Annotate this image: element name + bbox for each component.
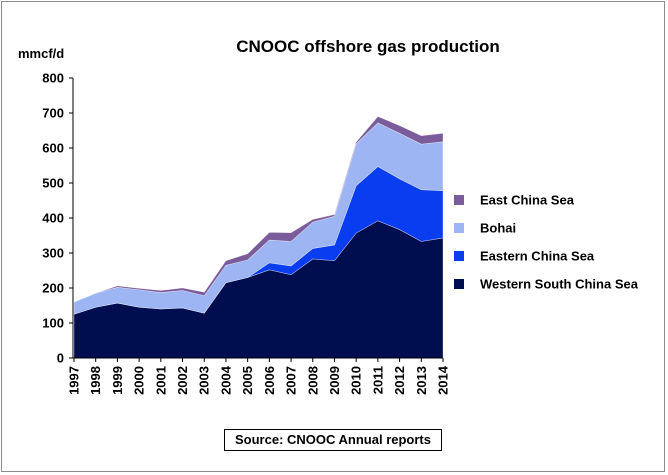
- x-tick-label: 2002: [175, 366, 190, 395]
- x-tick-label: 2005: [240, 366, 255, 395]
- legend-swatch: [454, 251, 464, 261]
- x-tick-label: 2014: [436, 365, 451, 395]
- x-tick-label: 2008: [305, 366, 320, 395]
- x-tick-label: 2009: [327, 366, 342, 395]
- y-tick-label: 400: [42, 211, 64, 226]
- y-tick-label: 0: [57, 351, 64, 366]
- y-tick-label: 200: [42, 281, 64, 296]
- x-tick-label: 2012: [392, 366, 407, 395]
- y-tick-label: 100: [42, 316, 64, 331]
- legend-label: Bohai: [480, 221, 516, 236]
- x-tick-label: 1999: [110, 366, 125, 395]
- y-tick-label: 600: [42, 141, 64, 156]
- legend-swatch: [454, 279, 464, 289]
- legend-swatch: [454, 195, 464, 205]
- y-tick-label: 700: [42, 106, 64, 121]
- x-tick-label: 2000: [132, 366, 147, 395]
- legend-swatch: [454, 223, 464, 233]
- x-tick-label: 2006: [262, 366, 277, 395]
- y-axis-unit-label: mmcf/d: [18, 46, 64, 61]
- area-series-group: [73, 116, 444, 359]
- source-note: Source: CNOOC Annual reports: [224, 429, 442, 451]
- legend: East China Sea Bohai Eastern China Sea West…: [454, 193, 639, 292]
- area-east-china-sea: [73, 116, 444, 303]
- legend-label: Western South China Sea: [480, 277, 639, 292]
- x-tick-label: 2003: [197, 366, 212, 395]
- legend-label: Eastern China Sea: [480, 249, 595, 264]
- x-tick-label: 2010: [349, 366, 364, 395]
- x-tick-label: 2013: [414, 366, 429, 395]
- y-tick-label: 500: [42, 176, 64, 191]
- legend-label: East China Sea: [480, 193, 575, 208]
- axes-group: 0 100 200 300 400 500 600 700 800 1997 1998 1999 200…: [42, 71, 450, 395]
- chart-title: CNOOC offshore gas production: [236, 37, 500, 56]
- y-tick-label: 300: [42, 246, 64, 261]
- x-tick-label: 2001: [153, 366, 168, 395]
- x-tick-label: 1998: [88, 366, 103, 395]
- x-tick-label: 1997: [67, 366, 82, 395]
- x-tick-label: 2007: [284, 366, 299, 395]
- y-tick-label: 800: [42, 71, 64, 86]
- x-tick-label: 2004: [218, 365, 233, 395]
- x-tick-label: 2011: [370, 366, 385, 394]
